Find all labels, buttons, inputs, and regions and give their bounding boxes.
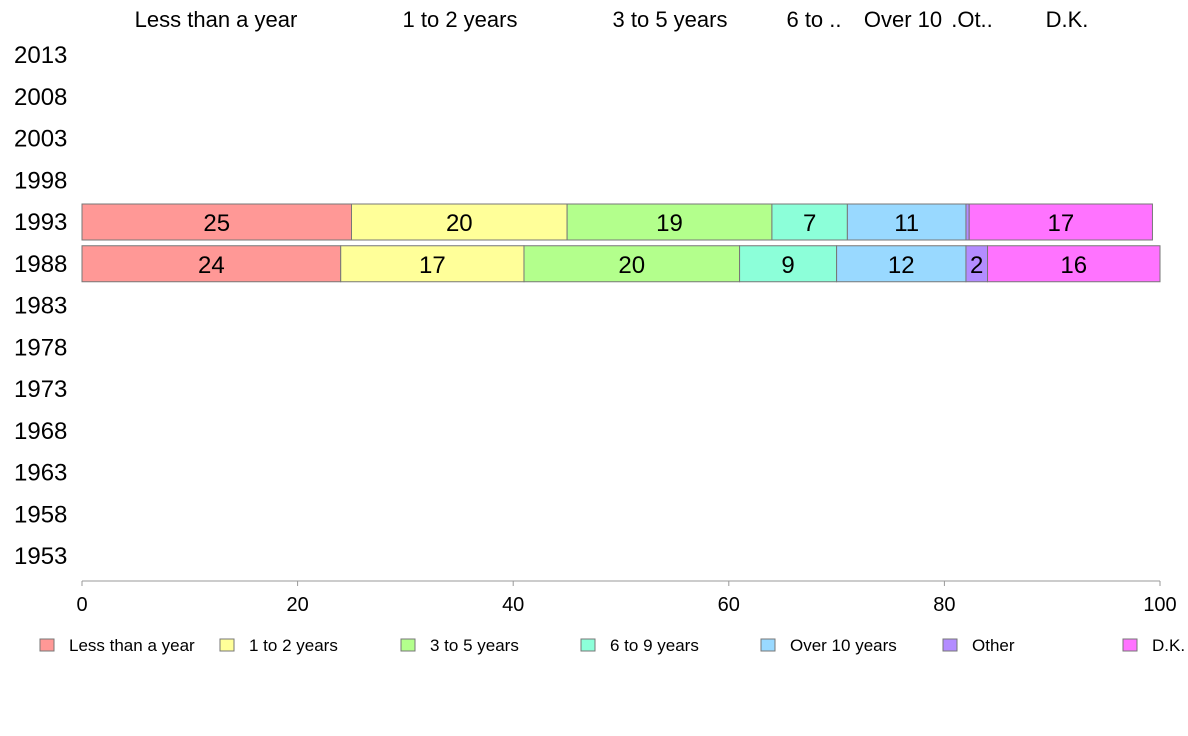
y-label-1983: 1983 <box>14 293 67 320</box>
legend-label-6-to-9-years: 6 to 9 years <box>610 636 699 655</box>
column-header-4: 6 to .. <box>786 7 841 32</box>
data-label-1988-6-to-9-years: 9 <box>781 252 794 279</box>
bar-1993-d-k <box>968 203 1153 241</box>
y-axis-labels: 2013 2008 2003 1998 1993 1988 1983 1978 1973 1968… <box>14 42 67 570</box>
legend-swatch-3-to-5-years <box>400 638 416 652</box>
y-label-1988: 1988 <box>14 251 67 278</box>
legend-swatch-other <box>942 638 958 652</box>
data-label-1988-3-to-5-years: 20 <box>618 252 645 279</box>
column-headers: Less than a year 1 to 2 years 3 to 5 years… <box>135 7 1089 32</box>
bar-1988-3-to-5-years <box>523 245 741 283</box>
data-label-1988-other: 2 <box>970 252 983 279</box>
legend-label-1-to-2-years: 1 to 2 years <box>249 636 338 655</box>
y-label-1993: 1993 <box>14 209 67 236</box>
legend-swatch-6-to-9-years <box>580 638 596 652</box>
column-header-3: 3 to 5 years <box>613 7 728 32</box>
bar-1993-less-than-a-year <box>81 203 352 241</box>
x-tick-label-100: 100 <box>1143 594 1176 616</box>
legend-label-over-10-years: Over 10 years <box>790 636 897 655</box>
column-header-2: 1 to 2 years <box>403 7 518 32</box>
data-label-1993-over-10-years: 11 <box>894 210 919 237</box>
x-tick-label-80: 80 <box>933 594 955 616</box>
legend-swatch-1-to-2-years <box>219 638 235 652</box>
legend: Less than a year 1 to 2 years 3 to 5 years… <box>39 636 1185 655</box>
bar-1988-1-to-2-years <box>340 245 525 283</box>
legend-label-3-to-5-years: 3 to 5 years <box>430 636 519 655</box>
bar-1988-6-to-9-years <box>739 245 838 283</box>
data-label-1993-3-to-5-years: 19 <box>656 210 683 237</box>
legend-swatch-less-than-a-year <box>39 638 55 652</box>
y-label-1968: 1968 <box>14 418 67 445</box>
column-header-7: D.K. <box>1046 7 1089 32</box>
y-label-1998: 1998 <box>14 167 67 194</box>
bar-1993-1-to-2-years <box>351 203 568 241</box>
y-label-1973: 1973 <box>14 376 67 403</box>
column-header-5: Over 10 <box>864 7 942 32</box>
data-label-1993-6-to-9-years: 7 <box>803 210 816 237</box>
legend-swatch-over-10-years <box>760 638 776 652</box>
x-tick-label-40: 40 <box>502 594 524 616</box>
data-label-1993-1-to-2-years: 20 <box>446 210 473 237</box>
data-label-1988-1-to-2-years: 17 <box>419 252 446 279</box>
x-axis: 0 20 40 60 80 100 <box>76 580 1177 616</box>
y-label-2003: 2003 <box>14 126 67 153</box>
legend-label-other: Other <box>972 636 1015 655</box>
y-label-1963: 1963 <box>14 460 67 487</box>
legend-label-less-than-a-year: Less than a year <box>69 636 195 655</box>
y-label-2013: 2013 <box>14 42 67 69</box>
y-label-1958: 1958 <box>14 501 67 528</box>
column-header-1: Less than a year <box>135 7 298 32</box>
legend-swatch-d-k <box>1122 638 1138 652</box>
y-label-2008: 2008 <box>14 84 67 111</box>
bar-1993-over-10-years <box>846 203 967 241</box>
bar-1988-less-than-a-year <box>81 245 342 283</box>
data-label-1988-over-10-years: 12 <box>888 252 915 279</box>
column-header-6: .Ot.. <box>951 7 993 32</box>
y-label-1978: 1978 <box>14 334 67 361</box>
bar-1988-over-10-years <box>836 245 967 283</box>
bar-1993-3-to-5-years <box>566 203 773 241</box>
legend-label-d-k: D.K. <box>1152 636 1185 655</box>
y-label-1953: 1953 <box>14 543 67 570</box>
x-tick-label-20: 20 <box>286 594 308 616</box>
data-label-1988-d-k: 16 <box>1060 252 1087 279</box>
x-tick-label-60: 60 <box>718 594 740 616</box>
bar-1988-d-k <box>987 245 1161 283</box>
x-tick-label-0: 0 <box>76 594 87 616</box>
data-label-1988-less-than-a-year: 24 <box>198 252 225 279</box>
data-label-1993-less-than-a-year: 25 <box>203 210 230 237</box>
data-label-1993-d-k: 17 <box>1047 210 1074 237</box>
